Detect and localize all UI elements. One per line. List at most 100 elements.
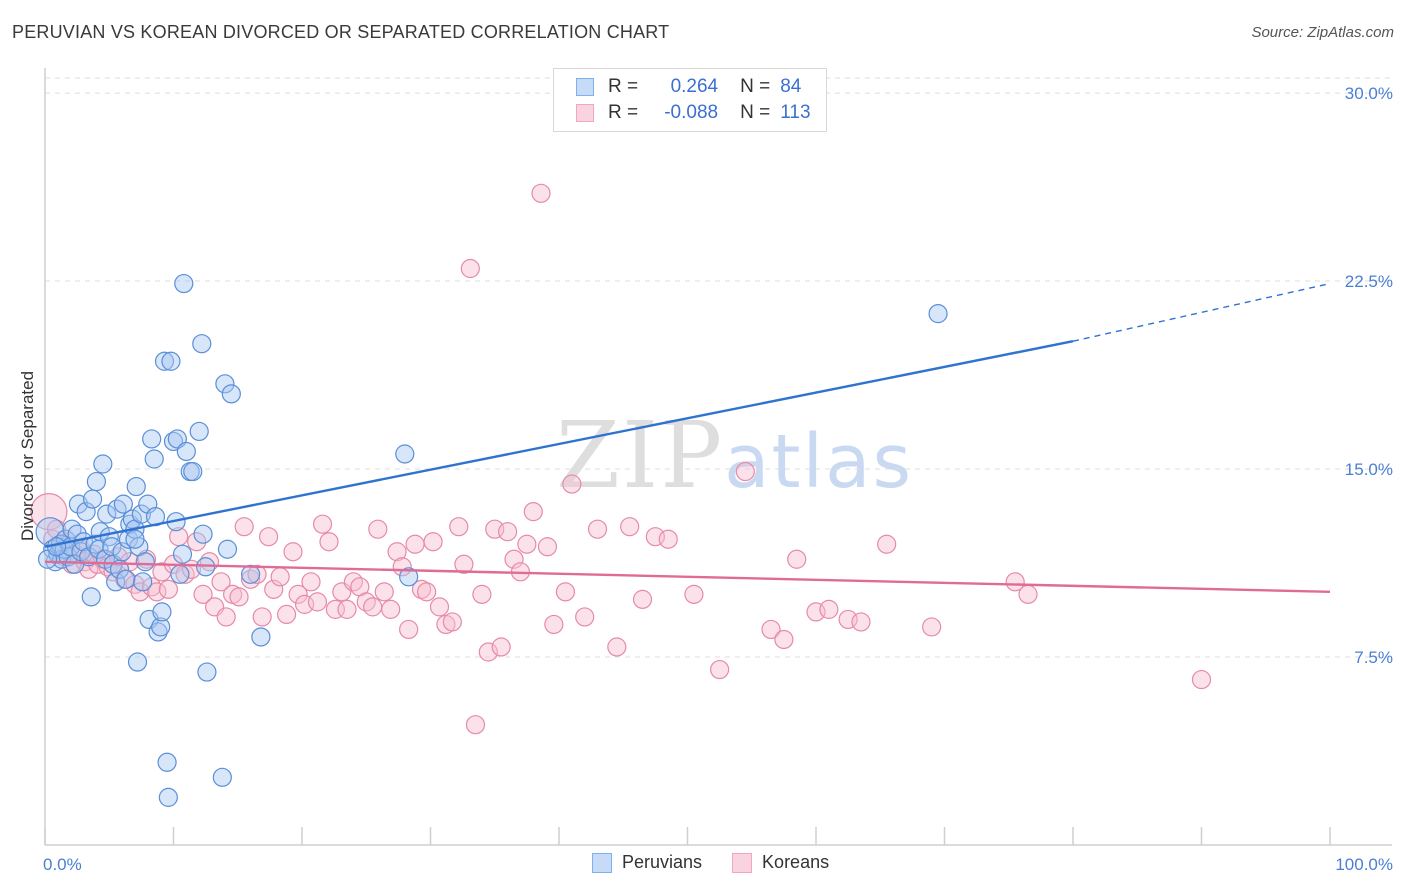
korean-point (819, 599, 839, 619)
y-tick-label: 30.0% (1345, 84, 1393, 103)
korean-trend-line (44, 560, 1331, 594)
korean-point (460, 258, 480, 279)
korean-point (363, 597, 383, 617)
korean-point (283, 542, 303, 562)
korean-points (30, 183, 1212, 735)
correlation-legend: R = 0.264 N = 84 R = -0.088 N = 113 (553, 68, 827, 132)
korean-point (607, 637, 627, 657)
korean-point (356, 592, 376, 612)
korean-point (632, 589, 653, 609)
korean-point (429, 597, 450, 617)
series-legend-peruvians[interactable]: Peruvians (592, 852, 702, 873)
series-legend-koreans[interactable]: Koreans (732, 852, 829, 873)
peruvian-point (131, 504, 151, 524)
korean-point (787, 549, 807, 569)
korean-point (465, 715, 486, 735)
peruvian-point (82, 489, 103, 509)
series-swatch-peruvians (592, 852, 612, 873)
peruvian-point (221, 384, 241, 404)
legend-n-label: N = (740, 102, 771, 123)
korean-point (620, 517, 640, 537)
peruvian-point (174, 273, 194, 294)
watermark: ZIPatlas (556, 402, 913, 509)
korean-point (1005, 572, 1025, 592)
korean-point (258, 527, 279, 547)
peruvian-point (157, 752, 177, 772)
peruvian-point (107, 499, 127, 519)
legend-swatch-peruvians (576, 78, 594, 96)
legend-r-label: R = (608, 76, 639, 97)
peruvian-point (251, 627, 271, 647)
peruvian-point (161, 351, 181, 371)
peruvian-point (189, 421, 209, 442)
korean-point (442, 612, 462, 632)
peruvian-points (35, 273, 948, 807)
peruvian-point (158, 787, 178, 807)
peruvian-point (133, 572, 153, 592)
korean-point (147, 582, 167, 602)
korean-point (537, 537, 558, 557)
peruvian-point (395, 444, 415, 464)
peruvian-point (97, 504, 117, 524)
korean-point (454, 554, 474, 574)
korean-point (405, 534, 425, 554)
korean-point (1191, 669, 1212, 690)
korean-point (411, 579, 432, 599)
korean-point (264, 579, 284, 599)
korean-point (710, 659, 730, 680)
korean-point (555, 582, 576, 602)
korean-point (387, 542, 407, 562)
legend-r-label: R = (608, 102, 639, 123)
korean-point (216, 607, 236, 627)
peruvian-point (192, 334, 212, 354)
peruvian-point (93, 454, 113, 474)
korean-point (325, 599, 346, 619)
korean-point (229, 587, 249, 607)
korean-point (417, 582, 437, 602)
korean-point (307, 592, 328, 612)
korean-point (478, 642, 498, 662)
peruvian-point (116, 569, 136, 589)
peruvian-point (399, 567, 419, 587)
korean-point (187, 532, 207, 552)
legend-n-label: N = (740, 76, 771, 97)
peruvian-point (217, 539, 238, 559)
korean-point (449, 517, 469, 537)
peruvian-point (241, 564, 261, 584)
legend-row-peruvians: R = 0.264 N = 84 (576, 75, 801, 99)
legend-swatch-koreans (576, 104, 594, 122)
korean-point (472, 584, 492, 604)
korean-point (211, 572, 231, 592)
peruvian-point (79, 547, 99, 567)
korean-point (423, 532, 443, 552)
trend-lines (44, 282, 1331, 594)
korean-point (276, 604, 297, 625)
series-legend: Peruvians Koreans (592, 852, 859, 873)
korean-point (761, 619, 781, 640)
legend-r-value: -0.088 (664, 102, 719, 123)
korean-point (247, 564, 267, 584)
peruvian-point (183, 461, 203, 482)
legend-row-koreans: R = -0.088 N = 113 (576, 101, 811, 125)
peruvian-point (148, 622, 168, 642)
korean-point (158, 579, 178, 599)
korean-point (658, 529, 678, 549)
korean-point (562, 474, 582, 494)
korean-point (270, 567, 290, 587)
peruvian-point (144, 449, 164, 469)
peruvian-point (126, 476, 146, 497)
korean-point (517, 534, 537, 554)
watermark-atlas: atlas (724, 419, 913, 505)
peruvian-point (197, 662, 217, 682)
korean-point (252, 607, 272, 627)
peruvian-point (170, 564, 190, 584)
korean-point (288, 584, 308, 604)
korean-point (343, 572, 363, 592)
peruvian-point (68, 494, 89, 514)
korean-point (1018, 584, 1038, 604)
korean-point (587, 519, 608, 539)
korean-point (193, 584, 213, 604)
korean-point (337, 599, 357, 619)
peruvian-trend-extension (1072, 282, 1331, 342)
